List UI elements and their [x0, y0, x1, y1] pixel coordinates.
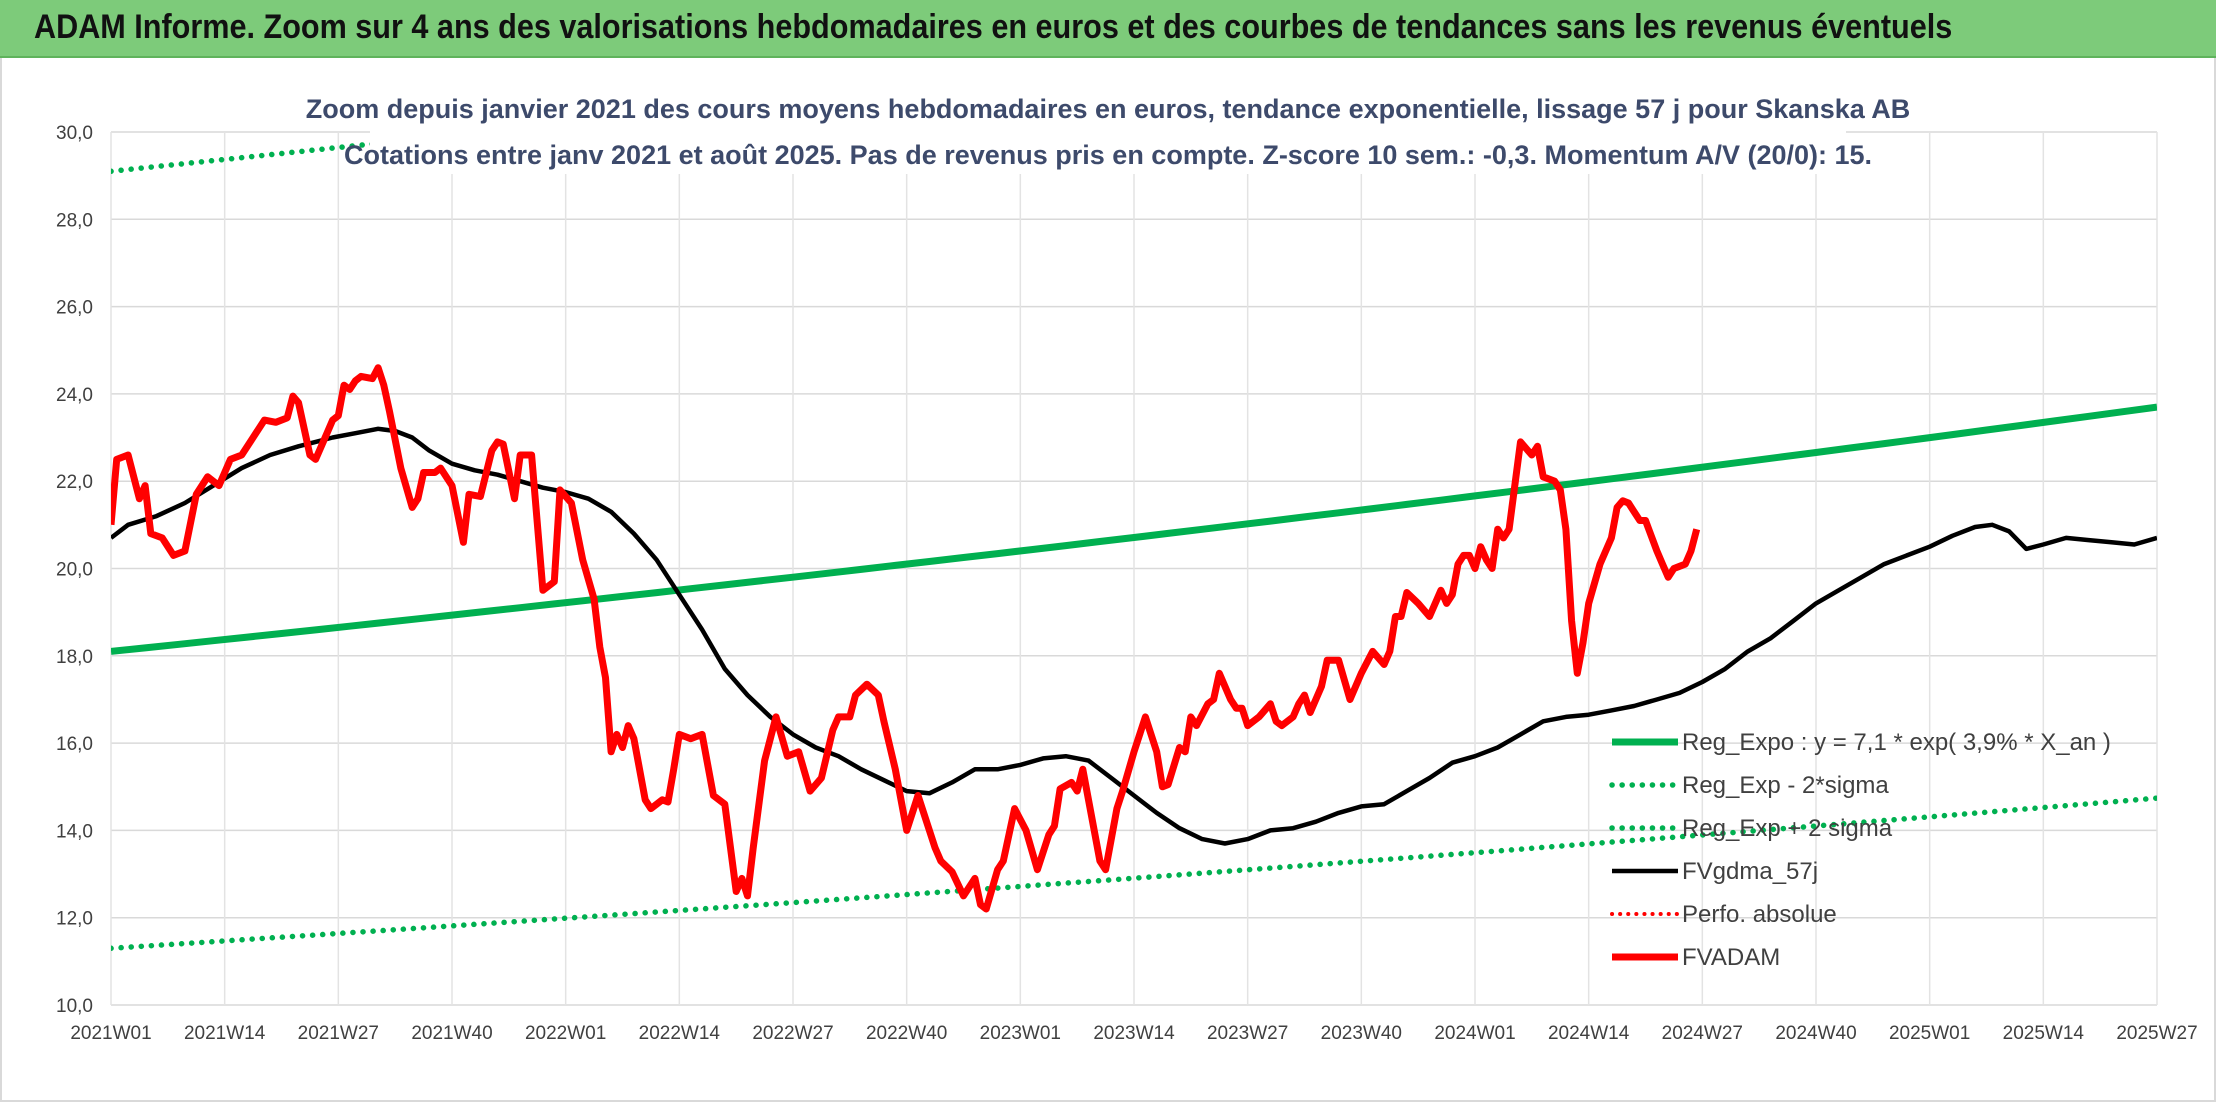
x-tick-label: 2022W14: [639, 1023, 721, 1044]
y-tick-label: 26,0: [56, 298, 93, 319]
x-tick-label: 2022W27: [752, 1023, 833, 1044]
y-tick-label: 30,0: [56, 123, 93, 144]
y-tick-label: 12,0: [56, 909, 93, 930]
x-tick-label: 2025W27: [2116, 1023, 2197, 1044]
legend-label-2: Reg_Exp + 2 sigma: [1682, 815, 1893, 842]
x-tick-label: 2021W40: [411, 1023, 492, 1044]
x-tick-label: 2023W14: [1093, 1023, 1175, 1044]
y-axis-ticks: 10,0 12,0 14,0 16,0 18,0 20,0 22,0 24,0 26,0 28,0…: [56, 123, 93, 1017]
y-tick-label: 18,0: [56, 647, 93, 668]
subtitle-background-2: [370, 128, 1846, 174]
report-title: ADAM Informe. Zoom sur 4 ans des valoris…: [34, 8, 1953, 46]
legend-label-5: FVADAM: [1682, 944, 1780, 971]
series-line-5: [111, 364, 1701, 913]
x-tick-label: 2024W27: [1662, 1023, 1743, 1044]
x-tick-label: 2021W14: [184, 1023, 266, 1044]
y-tick-label: 22,0: [56, 472, 93, 493]
y-tick-label: 28,0: [56, 210, 93, 231]
x-tick-label: 2024W14: [1548, 1023, 1630, 1044]
chart-subtitle: Cotations entre janv 2021 et août 2025. …: [344, 140, 1872, 170]
x-tick-label: 2023W27: [1207, 1023, 1288, 1044]
x-tick-label: 2022W01: [525, 1023, 606, 1044]
x-tick-label: 2023W40: [1321, 1023, 1402, 1044]
x-tick-label: 2021W27: [298, 1023, 379, 1044]
y-tick-label: 20,0: [56, 560, 93, 581]
legend-label-1: Reg_Exp - 2*sigma: [1682, 772, 1889, 799]
x-axis-ticks: 2021W01 2021W14 2021W27 2021W40 2022W01 2022W…: [70, 1023, 2197, 1044]
legend-label-0: Reg_Expo : y = 7,1 * exp( 3,9% * X_an ): [1682, 729, 2111, 756]
legend-label-4: Perfo. absolue: [1682, 901, 1837, 928]
series-line-0: [111, 403, 2157, 655]
chart-title: Zoom depuis janvier 2021 des cours moyen…: [306, 94, 1911, 124]
chart-border: [0, 58, 2216, 1102]
y-tick-label: 10,0: [56, 996, 93, 1017]
x-tick-label: 2025W14: [2003, 1023, 2085, 1044]
y-tick-label: 24,0: [56, 385, 93, 406]
subtitle-background: [340, 84, 1876, 126]
series-line-1: [111, 795, 2157, 952]
x-tick-label: 2021W01: [70, 1023, 151, 1044]
x-tick-label: 2024W40: [1775, 1023, 1856, 1044]
legend-label-3: FVgdma_57j: [1682, 858, 1818, 885]
y-tick-label: 16,0: [56, 734, 93, 755]
grid: [110, 131, 2158, 1006]
legend: Reg_Expo : y = 7,1 * exp( 3,9% * X_an ) R…: [1609, 729, 2111, 971]
x-tick-label: 2024W01: [1434, 1023, 1515, 1044]
x-tick-label: 2022W40: [866, 1023, 947, 1044]
x-tick-label: 2023W01: [980, 1023, 1061, 1044]
x-tick-label: 2025W01: [1889, 1023, 1970, 1044]
title-banner: ADAM Informe. Zoom sur 4 ans des valoris…: [0, 0, 2216, 58]
y-tick-label: 14,0: [56, 821, 93, 842]
series-line-3: [111, 426, 2157, 846]
